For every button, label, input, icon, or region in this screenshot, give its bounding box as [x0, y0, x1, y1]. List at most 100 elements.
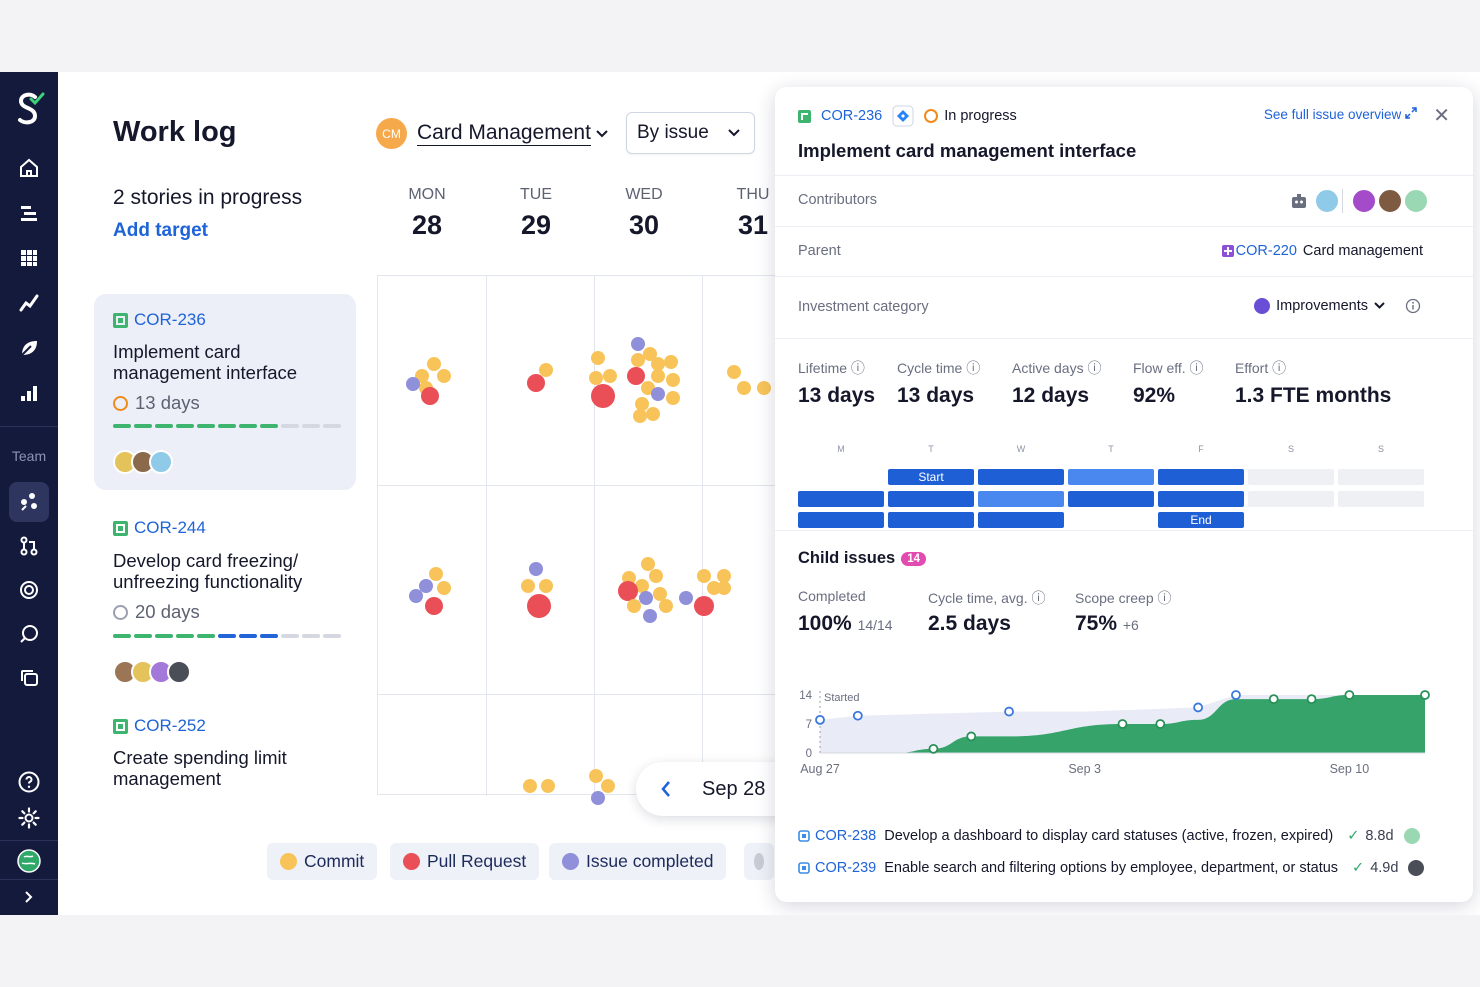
team-icon[interactable] [9, 482, 49, 522]
issue-key[interactable]: COR-236 [821, 108, 883, 124]
full-overview-link[interactable]: See full issue overview [1264, 107, 1417, 122]
leaf-icon[interactable] [9, 330, 49, 366]
commit-dot[interactable] [697, 569, 711, 583]
issue-completed-dot[interactable] [631, 337, 645, 351]
issue-completed-dot[interactable] [651, 387, 665, 401]
story-card[interactable]: COR-244 Develop card freezing/unfreezing… [94, 502, 356, 692]
project-selector[interactable]: CM Card Management [376, 118, 609, 149]
commit-dot[interactable] [541, 779, 555, 793]
commit-dot[interactable] [635, 397, 649, 411]
pull-request-icon[interactable] [9, 528, 49, 564]
commit-dot[interactable] [649, 569, 663, 583]
bar-chart-icon[interactable] [9, 375, 49, 411]
issue-status: In progress [944, 108, 1017, 124]
parent-issue[interactable]: COR-220 Card management [1221, 243, 1423, 259]
pull-request-dot[interactable] [421, 387, 439, 405]
commit-dot[interactable] [651, 369, 665, 383]
story-card[interactable]: COR-252 Create spending limit management [94, 700, 356, 800]
heatmap-cell [1248, 491, 1334, 507]
chat-icon[interactable] [9, 616, 49, 652]
group-by-select[interactable]: By issue [626, 112, 755, 154]
child-issue-row[interactable]: COR-238 Develop a dashboard to display ca… [798, 826, 1422, 846]
commit-dot[interactable] [601, 779, 615, 793]
commit-dot[interactable] [437, 581, 451, 595]
legend-pull-request[interactable]: Pull Request [390, 843, 540, 880]
issue-completed-dot[interactable] [409, 589, 423, 603]
commit-dot[interactable] [539, 363, 553, 377]
commit-dot[interactable] [429, 567, 443, 581]
story-card-selected[interactable]: COR-236 Implement card management interfa… [94, 294, 356, 490]
home-icon[interactable] [9, 150, 49, 186]
commit-dot[interactable] [427, 357, 441, 371]
commit-dot[interactable] [591, 351, 605, 365]
story-icon [113, 312, 128, 328]
issue-completed-dot[interactable] [639, 591, 653, 605]
day-header: WED 30 [604, 186, 684, 241]
legend-issue-completed[interactable]: Issue completed [549, 843, 727, 880]
commit-dot[interactable] [589, 769, 603, 783]
parent-key[interactable]: COR-220 [1235, 243, 1297, 259]
commit-dot[interactable] [653, 587, 667, 601]
gear-icon[interactable] [9, 800, 49, 836]
commit-dot[interactable] [437, 369, 451, 383]
story-duration: 13 days [113, 392, 200, 414]
pull-request-dot[interactable] [591, 384, 615, 408]
add-target-link[interactable]: Add target [113, 220, 208, 241]
trend-icon[interactable] [9, 285, 49, 321]
close-icon[interactable]: ✕ [1433, 105, 1450, 127]
pull-request-dot[interactable] [527, 374, 545, 392]
logo-icon[interactable] [9, 84, 49, 134]
commit-dot[interactable] [651, 357, 665, 371]
commit-dot[interactable] [539, 579, 553, 593]
commit-dot[interactable] [589, 371, 603, 385]
x-tick-label: Sep 10 [1330, 762, 1370, 776]
issue-completed-dot[interactable] [643, 609, 657, 623]
issue-completed-dot[interactable] [406, 377, 420, 391]
story-key: COR-252 [113, 716, 206, 736]
commit-dot[interactable] [757, 381, 771, 395]
commit-dot[interactable] [631, 353, 645, 367]
commit-dot[interactable] [521, 579, 535, 593]
commit-dot[interactable] [664, 355, 678, 369]
issue-completed-dot[interactable] [591, 791, 605, 805]
grid-icon[interactable] [9, 240, 49, 276]
chevron-left-icon[interactable] [660, 780, 672, 798]
date-label: Sep 28 [702, 777, 766, 800]
info-icon[interactable] [1405, 298, 1421, 314]
commit-dot[interactable] [523, 779, 537, 793]
commit-dot[interactable] [659, 599, 673, 613]
cycle-avg-label: Cycle time, avg. ⓘ [928, 590, 1046, 606]
legend-commit[interactable]: Commit [267, 843, 378, 880]
help-icon[interactable] [9, 764, 49, 800]
check-icon: ✓ [1347, 828, 1360, 844]
commit-dot[interactable] [666, 391, 680, 405]
commit-dot[interactable] [646, 407, 660, 421]
target-icon[interactable] [9, 572, 49, 608]
pull-request-dot[interactable] [618, 581, 638, 601]
investment-select[interactable]: Improvements [1254, 298, 1421, 314]
commit-dot[interactable] [603, 369, 617, 383]
data-point [1155, 719, 1166, 729]
commit-dot[interactable] [737, 381, 751, 395]
list-icon[interactable] [9, 195, 49, 231]
commit-dot[interactable] [627, 599, 641, 613]
commit-dot[interactable] [635, 579, 649, 593]
globe-icon[interactable] [9, 843, 49, 879]
chevron-right-icon[interactable] [9, 883, 49, 911]
pull-request-dot[interactable] [527, 594, 551, 618]
child-issue-row[interactable]: COR-239 Enable search and filtering optio… [798, 858, 1427, 878]
commit-dot[interactable] [641, 557, 655, 571]
commit-dot[interactable] [717, 581, 731, 595]
commit-dot[interactable] [717, 569, 731, 583]
issue-completed-dot[interactable] [529, 562, 543, 576]
issue-completed-dot[interactable] [419, 579, 433, 593]
issue-completed-dot[interactable] [679, 591, 693, 605]
commit-dot[interactable] [727, 365, 741, 379]
commit-dot[interactable] [633, 409, 647, 423]
pull-request-dot[interactable] [425, 597, 443, 615]
commit-dot[interactable] [666, 373, 680, 387]
legend-more[interactable] [744, 843, 774, 880]
layers-icon[interactable] [9, 660, 49, 696]
pull-request-dot[interactable] [694, 596, 714, 616]
pull-request-dot[interactable] [627, 367, 645, 385]
